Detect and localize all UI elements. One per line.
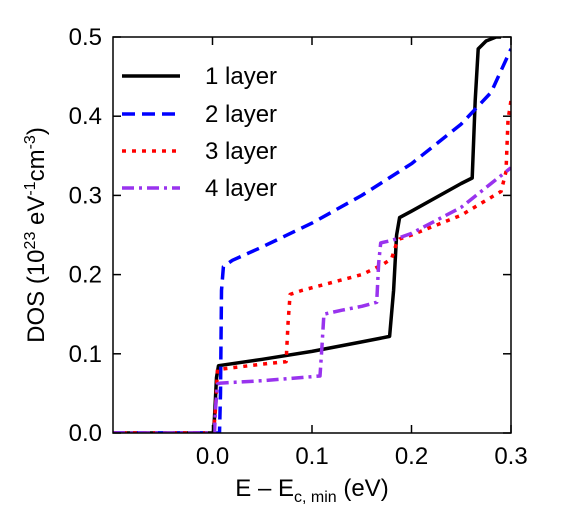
y-tick-label: 0.2 (69, 262, 102, 289)
x-tick-label: 0.3 (494, 443, 527, 470)
y-tick-label: 0.1 (69, 341, 102, 368)
plot-frame (112, 36, 512, 434)
y-tick-label: 0.0 (69, 420, 102, 447)
x-tick-label: 0.1 (295, 443, 328, 470)
series-line-4-layer (113, 166, 511, 433)
legend-label-4-layer: 4 layer (205, 175, 277, 202)
y-axis-title: DOS (1023 eV-1cm-3) (22, 127, 50, 343)
y-tick-label: 0.4 (69, 103, 102, 130)
y-tick-label: 0.5 (69, 24, 102, 51)
tick-layer: 0.0 0.1 0.2 0.3 0.0 0.1 0.2 0.3 0.4 0.5 (69, 24, 528, 470)
legend-label-2-layer: 2 layer (205, 101, 277, 128)
legend-label-1-layer: 1 layer (205, 63, 277, 90)
x-tick-label: 0.0 (196, 443, 229, 470)
series-line-2-layer (113, 48, 511, 433)
legend: 1 layer 2 layer 3 layer 4 layer (122, 63, 277, 202)
y-tick-label: 0.3 (69, 182, 102, 209)
legend-label-3-layer: 3 layer (205, 138, 277, 165)
series-line-3-layer (113, 100, 511, 433)
x-tick-label: 0.2 (395, 443, 428, 470)
series-layer (113, 37, 511, 433)
x-axis-title: E – Ec, min (eV) (235, 475, 388, 506)
series-line-1-layer (113, 37, 502, 433)
